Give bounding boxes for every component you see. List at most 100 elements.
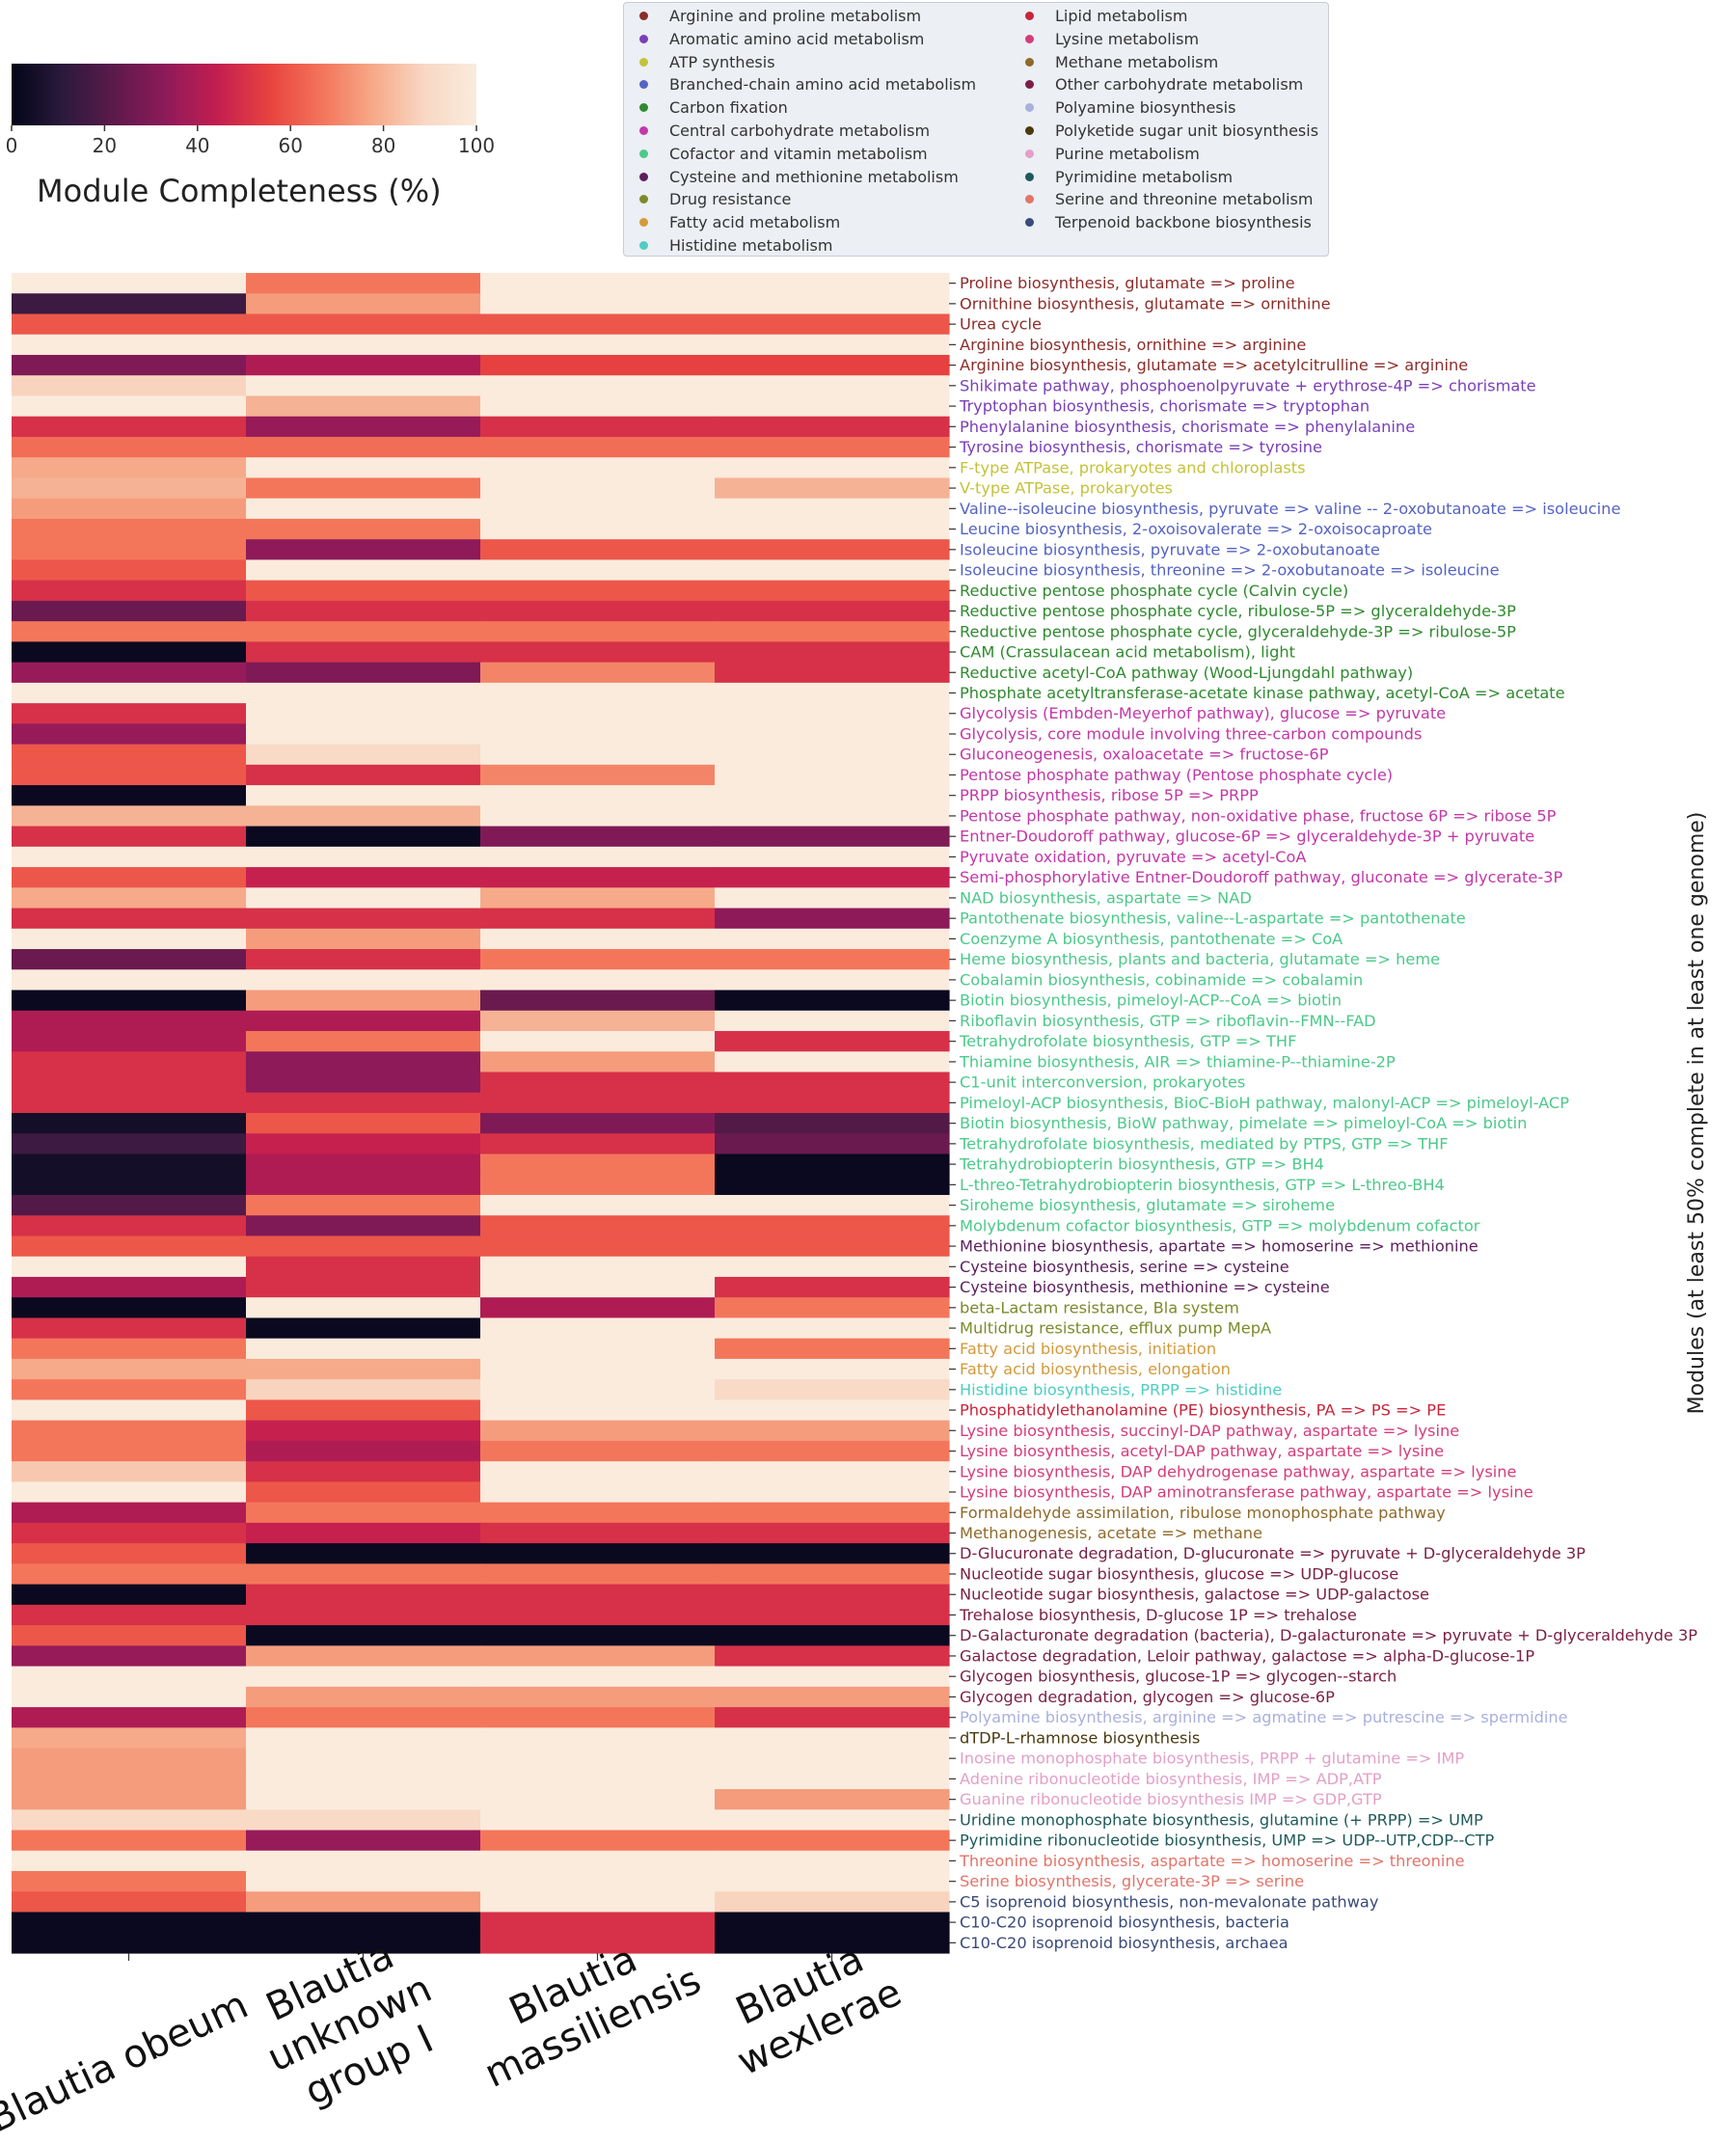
heatmap-cell xyxy=(12,662,247,684)
heatmap-cell xyxy=(246,1727,481,1750)
row-label: C10-C20 isoprenoid biosynthesis, bacteri… xyxy=(960,1913,1289,1932)
heatmap-cell xyxy=(715,846,950,868)
heatmap-cell xyxy=(715,1256,950,1278)
heatmap-cell xyxy=(246,273,481,294)
heatmap-cell xyxy=(12,1317,247,1340)
heatmap-cell xyxy=(715,764,950,786)
heatmap-cell xyxy=(480,1235,716,1258)
heatmap-cell xyxy=(480,1481,716,1504)
row-label: dTDP-L-rhamnose biosynthesis xyxy=(960,1728,1200,1747)
heatmap-cell xyxy=(480,1399,716,1422)
heatmap-cell xyxy=(715,1727,950,1750)
heatmap-cell xyxy=(480,641,716,664)
heatmap-cell xyxy=(246,1051,481,1073)
legend-label: Serine and threonine metabolism xyxy=(1055,190,1314,209)
heatmap-cell xyxy=(480,354,716,376)
heatmap-cell xyxy=(246,723,481,746)
heatmap-cell xyxy=(715,682,950,704)
heatmap-cell xyxy=(715,334,950,356)
heatmap-cell xyxy=(246,1625,481,1646)
heatmap-cell xyxy=(480,1256,716,1278)
row-label: C10-C20 isoprenoid biosynthesis, archaea xyxy=(960,1934,1288,1952)
heatmap-cell xyxy=(246,1686,481,1708)
heatmap-cell xyxy=(480,1133,716,1155)
row-label: Valine--isoleucine biosynthesis, pyruvat… xyxy=(960,500,1620,518)
heatmap-cell xyxy=(12,600,247,622)
row-label: Phosphatidylethanolamine (PE) biosynthes… xyxy=(960,1401,1446,1420)
heatmap-cell xyxy=(246,990,481,1012)
heatmap-cell xyxy=(246,600,481,622)
heatmap-cell xyxy=(246,621,481,642)
heatmap-cell xyxy=(715,1338,950,1360)
heatmap-cell xyxy=(246,703,481,724)
heatmap-cell xyxy=(715,1584,950,1606)
heatmap-cell xyxy=(715,1604,950,1626)
heatmap-cell xyxy=(12,744,247,766)
legend-marker xyxy=(639,241,648,250)
heatmap-cell xyxy=(246,805,481,828)
heatmap-cell xyxy=(715,969,950,991)
heatmap-cell xyxy=(246,1502,481,1524)
heatmap-cell xyxy=(12,682,247,704)
heatmap-cell xyxy=(12,1174,247,1196)
row-label: Gluconeogenesis, oxaloacetate => fructos… xyxy=(960,746,1329,764)
row-label: Fatty acid biosynthesis, elongation xyxy=(960,1360,1231,1378)
heatmap-cell xyxy=(12,1461,247,1482)
heatmap-cell xyxy=(715,1276,950,1298)
heatmap-cell xyxy=(12,1399,247,1422)
row-label: F-type ATPase, prokaryotes and chloropla… xyxy=(960,458,1306,476)
heatmap-cell xyxy=(246,1461,481,1482)
heatmap-cell xyxy=(715,621,950,642)
heatmap-cell xyxy=(480,1297,716,1319)
heatmap-cell xyxy=(715,1194,950,1216)
heatmap-cell xyxy=(246,846,481,868)
heatmap-cell xyxy=(480,1850,716,1872)
row-label: Reductive acetyl-CoA pathway (Wood-Ljung… xyxy=(960,664,1413,682)
row-label: Methionine biosynthesis, apartate => hom… xyxy=(960,1237,1478,1256)
heatmap-cell xyxy=(715,1830,950,1852)
legend-item: Purine metabolism xyxy=(1025,144,1200,165)
heatmap-cell xyxy=(715,662,950,684)
heatmap-cell xyxy=(12,1092,247,1114)
legend-marker xyxy=(639,34,648,43)
heatmap-cell xyxy=(480,1051,716,1073)
legend-marker xyxy=(639,126,648,135)
row-label: Pentose phosphate pathway, non-oxidative… xyxy=(960,806,1557,825)
colorbar-tick-label: 100 xyxy=(458,134,495,157)
heatmap-cell xyxy=(246,908,481,930)
heatmap-cell xyxy=(715,1686,950,1708)
heatmap-cell xyxy=(12,949,247,970)
row-label: C1-unit interconversion, prokaryotes xyxy=(960,1073,1245,1092)
heatmap-cell xyxy=(715,1440,950,1462)
row-label: Thiamine biosynthesis, AIR => thiamine-P… xyxy=(959,1052,1396,1071)
heatmap-cell xyxy=(715,703,950,724)
legend-item: Lysine metabolism xyxy=(1025,29,1199,50)
heatmap-cell xyxy=(715,1092,950,1114)
heatmap-cell xyxy=(246,969,481,991)
row-label: Phosphate acetyltransferase-acetate kina… xyxy=(960,684,1565,702)
row-label: Tetrahydrofolate biosynthesis, mediated … xyxy=(959,1134,1449,1153)
heatmap-cell xyxy=(12,1768,247,1790)
y-axis-label: Modules (at least 50% complete in at lea… xyxy=(1685,812,1709,1415)
row-label: Uridine monophosphate biosynthesis, glut… xyxy=(960,1810,1483,1829)
heatmap-cell xyxy=(246,1850,481,1872)
row-label: Galactose degradation, Leloir pathway, g… xyxy=(960,1646,1534,1665)
heatmap-cell xyxy=(715,805,950,828)
heatmap-cell xyxy=(715,990,950,1012)
heatmap-cell xyxy=(246,1174,481,1196)
heatmap-cell xyxy=(246,436,481,458)
heatmap-cell xyxy=(246,1420,481,1442)
heatmap-cell xyxy=(246,539,481,561)
heatmap-cell xyxy=(12,1481,247,1504)
row-label: Tryptophan biosynthesis, chorismate => t… xyxy=(959,397,1370,416)
heatmap-cell xyxy=(246,477,481,500)
heatmap-cell xyxy=(480,1727,716,1750)
heatmap-cell xyxy=(715,518,950,540)
heatmap-cell xyxy=(246,641,481,664)
row-label: Polyamine biosynthesis, arginine => agma… xyxy=(960,1708,1568,1726)
heatmap-cell xyxy=(12,785,247,806)
heatmap-cell xyxy=(246,764,481,786)
heatmap-cell xyxy=(715,1133,950,1155)
heatmap-cell xyxy=(480,1092,716,1114)
heatmap-cell xyxy=(246,949,481,970)
